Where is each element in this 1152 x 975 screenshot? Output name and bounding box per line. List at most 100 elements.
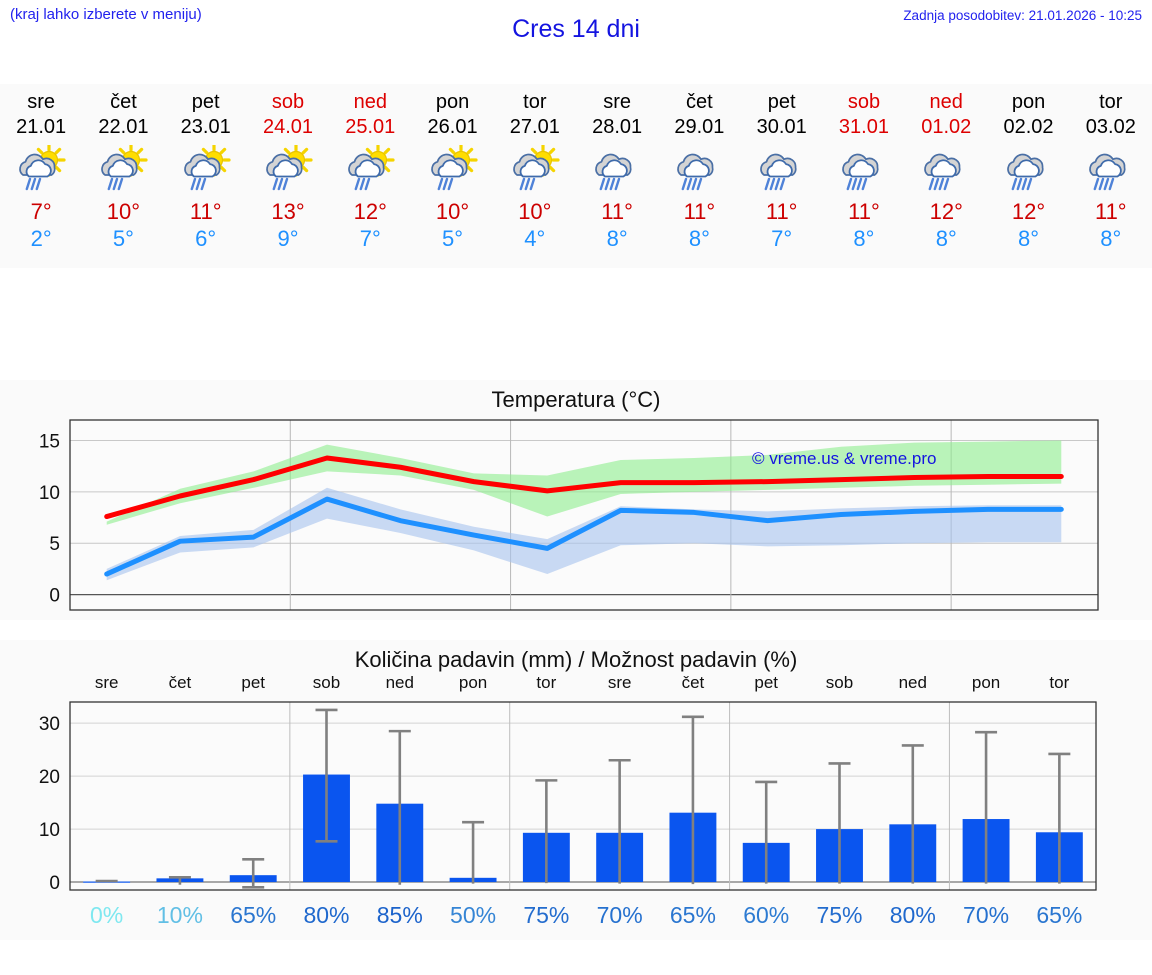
precipitation-chart-panel: Količina padavin (mm) / Možnost padavin … <box>0 640 1152 940</box>
max-temperature-value: 7° <box>30 199 52 224</box>
menu-hint: (kraj lahko izberete v meniju) <box>10 6 202 23</box>
precipitation-error-bar <box>315 708 338 843</box>
day-date-label: 28.01 <box>592 116 643 138</box>
temperature-chart-svg-holder: 0 5 10 15 © vreme.us & vreme.pro <box>0 380 1152 620</box>
precipitation-error-bar <box>681 715 704 885</box>
min-temperature-value: 8° <box>1017 226 1040 251</box>
precip-day-label: tor <box>1049 673 1069 692</box>
weather-icon-wrapper <box>1001 144 1057 198</box>
daily-forecast-strip: sre 21.01 7° 2° čet 22.01 10° 5° pet 23.01 11° 6° so… <box>0 84 1152 268</box>
min-temperature-value: 7° <box>771 226 793 251</box>
day-date-label: 30.01 <box>756 116 807 138</box>
temperature-series-line <box>104 455 1064 520</box>
cloud-rain-icon <box>842 153 879 191</box>
forecast-day-column[interactable]: čet 22.01 10° 5° <box>82 84 164 268</box>
precipitation-chart: 0 10 20 30 sre čet pet sob ned pon tor sre čet pet sob… <box>39 673 1097 928</box>
precip-day-label: pon <box>459 673 487 692</box>
forecast-day-column[interactable]: ned 25.01 12° 7° <box>329 84 411 268</box>
temperature-series-line <box>104 496 1064 577</box>
weather-icon-wrapper <box>425 144 481 198</box>
temperature-range-band <box>106 487 1062 581</box>
cloud-rain-icon <box>677 153 714 191</box>
day-of-week-label: pon <box>435 91 470 113</box>
cloud-rain-icon <box>1006 153 1044 191</box>
day-of-week-label: sob <box>847 91 881 113</box>
weather-icon-wrapper <box>260 144 316 198</box>
forecast-day-column[interactable]: pon 26.01 10° 5° <box>411 84 493 268</box>
precip-day-label: pet <box>754 673 778 692</box>
sun-cloud-rain-icon <box>348 145 395 191</box>
forecast-day-column[interactable]: ned 01.02 12° 8° <box>905 84 987 268</box>
y-axis-tick-label: 0 <box>49 586 60 607</box>
min-temperature-value: 8° <box>688 226 710 251</box>
y-axis-tick-label: 15 <box>39 432 60 453</box>
precipitation-error-bar <box>168 875 191 885</box>
sun-cloud-rain-icon <box>183 145 231 191</box>
min-temperature-value: 2° <box>30 226 52 251</box>
weather-icon-wrapper <box>13 144 69 198</box>
forecast-day-column[interactable]: čet 29.01 11° 8° <box>658 84 740 268</box>
min-temperature-value: 5° <box>112 226 134 251</box>
day-date-label: 02.02 <box>1003 116 1054 138</box>
precip-day-label: ned <box>386 673 414 692</box>
max-temperature-value: 12° <box>929 199 963 224</box>
forecast-day-column[interactable]: tor 27.01 10° 4° <box>494 84 576 268</box>
forecast-day-column[interactable]: sre 21.01 7° 2° <box>0 84 82 268</box>
precipitation-error-bar <box>95 879 118 883</box>
weather-icon-wrapper <box>918 144 974 198</box>
sun-cloud-rain-icon <box>101 145 149 191</box>
forecast-day-column[interactable]: sob 24.01 13° 9° <box>247 84 329 268</box>
weather-icon-wrapper <box>836 144 892 198</box>
max-temperature-value: 10° <box>435 199 470 224</box>
day-date-label: 03.02 <box>1085 116 1136 138</box>
precip-day-label: sre <box>608 673 632 692</box>
day-date-label: 27.01 <box>509 116 560 138</box>
max-temperature-value: 12° <box>1011 199 1046 224</box>
precip-day-label: pon <box>972 673 1000 692</box>
precipitation-error-bar <box>535 779 558 884</box>
max-temperature-value: 11° <box>683 199 716 224</box>
min-temperature-value: 6° <box>195 226 217 251</box>
precipitation-probability-label: 65% <box>230 902 276 928</box>
day-of-week-label: tor <box>523 91 547 113</box>
y-axis-tick-label: 30 <box>39 714 60 735</box>
sun-cloud-rain-icon <box>19 145 66 191</box>
day-of-week-label: pet <box>767 91 796 113</box>
day-of-week-label: sob <box>271 91 305 113</box>
forecast-day-column[interactable]: pon 02.02 12° 8° <box>987 84 1069 268</box>
y-axis-tick-label: 20 <box>39 767 60 788</box>
precipitation-probability-label: 75% <box>523 902 569 928</box>
min-temperature-value: 4° <box>524 226 546 251</box>
weather-icon-wrapper <box>95 144 151 198</box>
forecast-day-column[interactable]: tor 03.02 11° 8° <box>1070 84 1152 268</box>
max-temperature-value: 11° <box>848 199 880 224</box>
max-temperature-value: 11° <box>1094 199 1127 224</box>
precipitation-error-bar <box>1048 752 1071 884</box>
sun-cloud-rain-icon <box>513 145 560 191</box>
precipitation-probability-label: 50% <box>450 902 496 928</box>
temperature-chart-title: Temperatura (°C) <box>491 387 661 412</box>
max-temperature-value: 10° <box>106 199 141 224</box>
weather-icon-wrapper <box>754 144 810 198</box>
forecast-day-column[interactable]: sre 28.01 11° 8° <box>576 84 658 268</box>
precipitation-chart-title: Količina padavin (mm) / Možnost padavin … <box>354 647 798 672</box>
max-temperature-value: 11° <box>765 199 798 224</box>
max-temperature-value: 11° <box>189 199 222 224</box>
forecast-day-column[interactable]: pet 30.01 11° 7° <box>741 84 823 268</box>
precipitation-error-bar <box>975 730 998 884</box>
day-date-label: 31.01 <box>838 116 889 138</box>
day-date-label: 22.01 <box>98 116 149 138</box>
page-header: (kraj lahko izberete v meniju) Cres 14 d… <box>0 0 1152 80</box>
precip-day-label: pet <box>241 673 265 692</box>
min-temperature-value: 8° <box>935 226 957 251</box>
precip-day-label: čet <box>682 673 705 692</box>
weather-icon-wrapper <box>178 144 234 198</box>
day-date-label: 24.01 <box>262 116 314 138</box>
forecast-day-column[interactable]: sob 31.01 11° 8° <box>823 84 905 268</box>
precipitation-probability-label: 0% <box>90 902 123 928</box>
forecast-day-column[interactable]: pet 23.01 11° 6° <box>165 84 247 268</box>
sun-cloud-rain-icon <box>430 145 478 191</box>
y-axis-tick-label: 5 <box>49 534 60 555</box>
cloud-rain-icon <box>924 153 961 191</box>
weather-icon-wrapper <box>589 144 645 198</box>
